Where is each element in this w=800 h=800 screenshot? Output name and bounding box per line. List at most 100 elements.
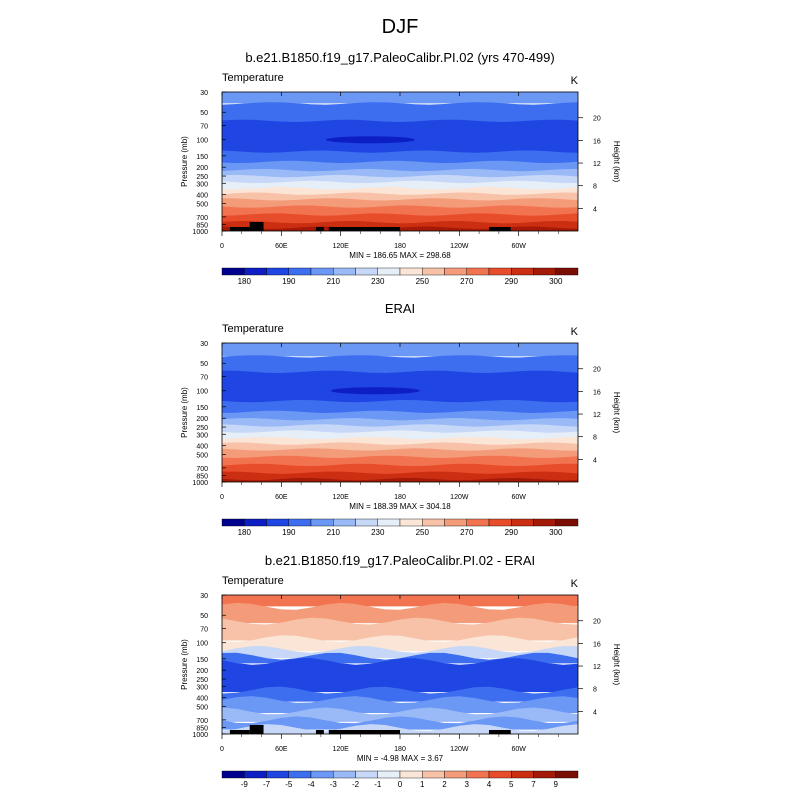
colorbar-swatch <box>377 267 401 276</box>
colorbar-label: -7 <box>263 780 271 789</box>
pressure-tick-label: 500 <box>196 202 208 209</box>
height-axis-title: Height (km) <box>612 141 621 183</box>
panel-units-label: K <box>571 578 579 590</box>
min-max-stats: MIN = -4.98 MAX = 3.67 <box>357 754 444 763</box>
pressure-tick-label: 250 <box>196 677 208 684</box>
pressure-tick-label: 30 <box>200 593 208 600</box>
colorbar-swatch <box>511 267 534 276</box>
colorbar-swatch <box>221 267 245 276</box>
height-tick-label: 16 <box>593 641 601 648</box>
colorbar-swatch <box>266 267 289 276</box>
contour-band-12 <box>222 455 578 467</box>
pressure-tick-label: 1000 <box>192 480 208 487</box>
height-tick-label: 12 <box>593 412 601 419</box>
terrain-mask-4 <box>328 227 400 231</box>
pressure-tick-label: 850 <box>196 223 208 230</box>
contour-field <box>222 343 578 482</box>
contour-band-15 <box>222 478 578 482</box>
terrain-mask-3 <box>315 730 324 734</box>
colorbar-label: -1 <box>374 780 382 789</box>
colorbar-label: 210 <box>327 277 341 286</box>
contour-band-3 <box>222 617 578 641</box>
pressure-tick-label: 150 <box>196 657 208 664</box>
pressure-tick-label: 100 <box>196 138 208 145</box>
colorbar-swatch <box>310 267 334 276</box>
pressure-tick-label: 200 <box>196 416 208 423</box>
longitude-tick-label: 60W <box>511 494 526 501</box>
colorbar-swatch <box>466 267 490 276</box>
longitude-tick-label: 60W <box>511 746 526 753</box>
panels: b.e21.B1850.f19_g17.PaleoCalibr.PI.02 (y… <box>180 50 621 789</box>
pressure-tick-label: 300 <box>196 684 208 691</box>
colorbar-swatch <box>377 518 401 527</box>
colorbar-swatch <box>533 267 556 276</box>
min-max-stats: MIN = 188.39 MAX = 304.18 <box>349 502 451 511</box>
height-tick-label: 20 <box>593 116 601 123</box>
height-tick-label: 12 <box>593 161 601 168</box>
terrain-mask-5 <box>489 730 511 734</box>
pressure-axis-title: Pressure (mb) <box>180 387 189 438</box>
colorbar-label: 250 <box>416 277 430 286</box>
colorbar-label: -9 <box>241 780 249 789</box>
panel-3: b.e21.B1850.f19_g17.PaleoCalibr.PI.02 - … <box>180 553 621 789</box>
contour-band-4 <box>222 150 578 164</box>
pressure-tick-label: 150 <box>196 154 208 161</box>
panel-units-label: K <box>571 75 579 87</box>
pressure-tick-label: 400 <box>196 696 208 703</box>
colorbar-label: 1 <box>420 780 425 789</box>
terrain-mask-2 <box>249 725 264 734</box>
colorbar-swatch <box>355 267 378 276</box>
contour-band-2 <box>222 102 578 123</box>
colorbar-swatch <box>221 518 245 527</box>
colorbar-label: 180 <box>238 277 252 286</box>
colorbar-label: 230 <box>371 528 385 537</box>
terrain-mask-5 <box>489 227 511 231</box>
colorbar-swatch <box>444 770 467 779</box>
longitude-tick-label: 60E <box>275 243 288 250</box>
height-tick-label: 16 <box>593 389 601 396</box>
colorbar-swatch <box>288 770 312 779</box>
colorbar-label: 230 <box>371 277 385 286</box>
height-tick-label: 8 <box>593 435 597 442</box>
contour-band-9 <box>222 436 578 446</box>
contour-band-5 <box>222 160 578 173</box>
colorbar-swatch <box>244 518 267 527</box>
height-axis-title: Height (km) <box>612 392 621 434</box>
colorbar-swatch <box>266 770 289 779</box>
colorbar-label: 300 <box>549 277 563 286</box>
height-tick-label: 8 <box>593 184 597 191</box>
longitude-tick-label: 60E <box>275 746 288 753</box>
height-tick-label: 4 <box>593 457 597 464</box>
colorbar-swatch <box>444 267 467 276</box>
pressure-axis-title: Pressure (mb) <box>180 639 189 690</box>
contour-band-4 <box>222 400 578 414</box>
colorbar-label: 190 <box>282 528 296 537</box>
longitude-tick-label: 120W <box>450 494 469 501</box>
height-tick-label: 4 <box>593 709 597 716</box>
colorbar-swatch <box>333 770 356 779</box>
minimum-core <box>325 136 415 144</box>
pressure-tick-label: 70 <box>200 375 208 382</box>
colorbar-swatch <box>244 267 267 276</box>
colorbar-swatch <box>310 518 334 527</box>
contour-band-7 <box>222 658 578 693</box>
panel-variable-label: Temperature <box>222 575 284 587</box>
colorbar-swatch <box>288 267 312 276</box>
pressure-tick-label: 850 <box>196 726 208 733</box>
longitude-tick-label: 0 <box>220 494 224 501</box>
colorbar-label: 7 <box>531 780 536 789</box>
contour-band-5 <box>222 410 578 422</box>
colorbar-swatch <box>399 770 423 779</box>
pressure-tick-label: 150 <box>196 405 208 412</box>
contour-field <box>222 92 578 231</box>
colorbar-label: -2 <box>352 780 360 789</box>
contour-band-5 <box>222 646 578 659</box>
pressure-tick-label: 70 <box>200 627 208 634</box>
colorbar-swatch <box>533 770 556 779</box>
min-max-stats: MIN = 186.65 MAX = 298.68 <box>349 251 451 260</box>
panel-title: ERAI <box>385 301 415 316</box>
pressure-tick-label: 70 <box>200 124 208 131</box>
colorbar-swatch <box>422 267 445 276</box>
longitude-tick-label: 0 <box>220 746 224 753</box>
